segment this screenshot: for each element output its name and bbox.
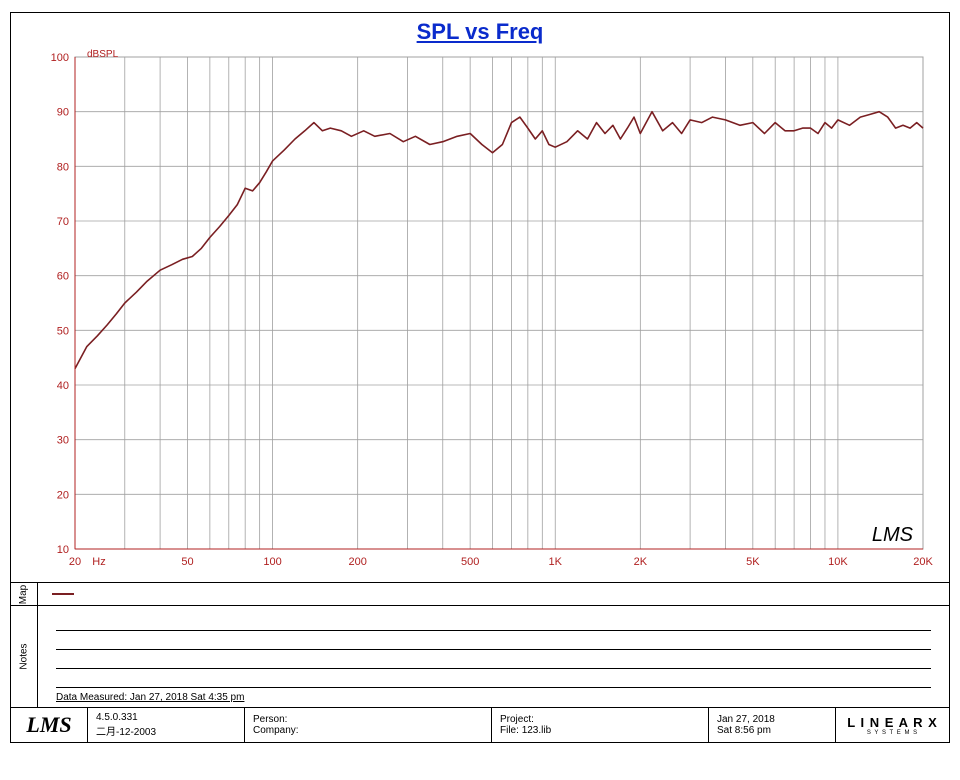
svg-text:20K: 20K — [913, 556, 933, 568]
svg-text:100: 100 — [263, 556, 281, 568]
version-text: 4.5.0.331 — [96, 712, 236, 723]
svg-text:40: 40 — [57, 380, 69, 392]
footer-person: Person: Company: — [245, 708, 492, 742]
footer-row: LMS 4.5.0.331 二月-12-2003 Person: Company… — [11, 707, 949, 742]
file-value: 123.lib — [522, 725, 551, 736]
svg-text:1K: 1K — [549, 556, 563, 568]
note-line — [56, 635, 931, 650]
file-label: File: — [500, 725, 519, 736]
title-row: SPL vs Freq — [11, 13, 949, 47]
legend-content — [38, 583, 949, 605]
project-label: Project: — [500, 714, 700, 725]
lms-wordmark: LMS — [26, 714, 71, 736]
svg-text:90: 90 — [57, 107, 69, 119]
svg-text:20: 20 — [69, 556, 81, 568]
notes-meta: Data Measured: Jan 27, 2018 Sat 4:35 pm — [56, 692, 931, 703]
note-line — [56, 616, 931, 631]
notes-row: Notes Data Measured: Jan 27, 2018 Sat 4:… — [11, 605, 949, 707]
footer-datetime: Jan 27, 2018 Sat 8:56 pm — [709, 708, 836, 742]
person-label: Person: — [253, 714, 483, 725]
svg-text:500: 500 — [461, 556, 479, 568]
svg-text:70: 70 — [57, 216, 69, 228]
svg-text:50: 50 — [57, 325, 69, 337]
brand-top: L I N E A R X — [847, 715, 938, 730]
company-label: Company: — [253, 725, 483, 736]
svg-text:50: 50 — [181, 556, 193, 568]
svg-text:10K: 10K — [828, 556, 848, 568]
svg-text:LMS: LMS — [872, 524, 914, 546]
svg-text:200: 200 — [348, 556, 366, 568]
svg-text:60: 60 — [57, 271, 69, 283]
svg-text:2K: 2K — [634, 556, 648, 568]
chart-area: 10203040506070809010020501002005001K2K5K… — [11, 47, 949, 582]
notes-label-text: Notes — [19, 643, 30, 669]
footer-version: 4.5.0.331 二月-12-2003 — [88, 708, 245, 742]
notes-side-label: Notes — [11, 606, 38, 707]
svg-text:20: 20 — [57, 489, 69, 501]
svg-text:30: 30 — [57, 435, 69, 447]
legend-swatch — [52, 593, 74, 595]
note-line — [56, 654, 931, 669]
spl-line-chart: 10203040506070809010020501002005001K2K5K… — [25, 47, 937, 577]
footer-lms-logo: LMS — [11, 708, 88, 742]
file-line: File: 123.lib — [500, 725, 700, 736]
svg-text:100: 100 — [51, 52, 69, 64]
report-frame: SPL vs Freq 1020304050607080901002050100… — [10, 12, 950, 743]
svg-text:10: 10 — [57, 544, 69, 556]
footer-date: Jan 27, 2018 — [717, 714, 827, 725]
footer-project: Project: File: 123.lib — [492, 708, 709, 742]
chart-title: SPL vs Freq — [417, 19, 544, 44]
footer-brand: L I N E A R X S Y S T E M S — [836, 708, 949, 742]
note-line — [56, 673, 931, 688]
svg-text:5K: 5K — [746, 556, 760, 568]
svg-text:dBSPL: dBSPL — [87, 49, 119, 60]
svg-text:80: 80 — [57, 161, 69, 173]
version-date-text: 二月-12-2003 — [96, 723, 236, 738]
legend-row: Map — [11, 582, 949, 605]
notes-content: Data Measured: Jan 27, 2018 Sat 4:35 pm — [38, 606, 949, 707]
brand-bottom: S Y S T E M S — [867, 730, 918, 736]
legend-label-text: Map — [18, 584, 29, 603]
footer-time: Sat 8:56 pm — [717, 725, 827, 736]
legend-side-label: Map — [11, 583, 38, 605]
svg-text:Hz: Hz — [92, 556, 105, 568]
